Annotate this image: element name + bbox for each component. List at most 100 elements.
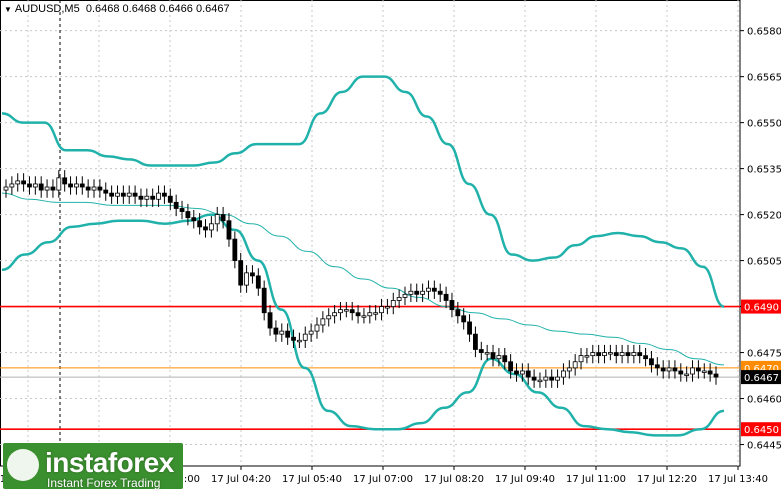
candle-body	[27, 183, 32, 188]
candle-body	[302, 333, 308, 341]
y-tick-label: 0.6445	[747, 441, 781, 452]
candle-body	[144, 195, 150, 200]
candle-body	[590, 352, 596, 357]
candle-body	[332, 312, 337, 317]
x-tick-label: 17 Jul 13:40	[708, 474, 768, 485]
candle-body	[203, 226, 208, 231]
candle-body	[150, 195, 156, 200]
candle-body	[631, 352, 637, 357]
y-tick-label: 0.6550	[747, 119, 781, 130]
candle-body	[138, 195, 144, 200]
candle-body	[97, 186, 103, 191]
candle-body	[126, 192, 132, 197]
candle-body	[255, 275, 261, 289]
candle-body	[519, 370, 525, 375]
candle-body	[431, 287, 437, 292]
candle-body	[385, 306, 390, 309]
candle-body	[296, 339, 302, 343]
candle-body	[32, 183, 38, 188]
candle-body	[191, 217, 197, 222]
candle-body	[115, 192, 120, 197]
candle-body	[56, 177, 62, 191]
candle-body	[396, 296, 402, 301]
candle-body	[613, 352, 619, 357]
price-axis: 0.6580 0.6565 0.6550 0.6535 0.6520 0.6505 0.64…	[740, 27, 781, 452]
candle-body	[578, 355, 584, 363]
candle-body	[173, 201, 179, 209]
candle-body	[525, 370, 531, 378]
candle-body	[103, 189, 109, 194]
candle-body	[250, 272, 255, 277]
candle-body	[678, 370, 684, 375]
candlesticks	[3, 170, 719, 388]
instaforex-logo: instaforex Instant Forex Trading	[3, 443, 183, 490]
x-tick-label: 17 Jul 12:20	[637, 474, 697, 485]
candle-body	[478, 349, 484, 353]
candle-body	[596, 352, 602, 357]
level-price-tag	[741, 299, 781, 314]
candle-body	[572, 361, 578, 369]
x-tick-label: 17 Jul 04:20	[211, 474, 271, 485]
candle-body	[684, 373, 690, 376]
candle-body	[308, 330, 314, 335]
candle-body	[355, 312, 361, 317]
candle-body	[338, 309, 343, 314]
candle-body	[707, 370, 713, 375]
candle-body	[232, 238, 238, 261]
candle-body	[267, 312, 273, 329]
collapse-triangle-icon[interactable]: ▼	[4, 5, 12, 14]
candle-body	[179, 208, 185, 212]
candle-body	[21, 180, 27, 185]
level-price-label: 0.6490	[744, 303, 779, 314]
candle-body	[197, 220, 203, 228]
x-tick-label: 17 Jul 11:00	[566, 474, 626, 485]
candle-body	[62, 177, 68, 185]
candle-body	[467, 321, 472, 335]
candle-body	[379, 306, 384, 314]
horizontal-levels	[0, 305, 740, 431]
candle-body	[185, 211, 191, 219]
candle-body	[455, 309, 461, 317]
candle-body	[367, 312, 373, 317]
candle-body	[261, 287, 267, 314]
y-tick-label: 0.6475	[747, 349, 781, 360]
candle-body	[50, 186, 56, 191]
candle-body	[566, 367, 572, 372]
candle-body	[508, 361, 514, 372]
candle-body	[502, 355, 508, 363]
candle-body	[44, 186, 50, 191]
candle-body	[414, 290, 420, 295]
current-price-label: 0.6467	[744, 373, 779, 384]
bollinger-upper	[1, 75, 725, 308]
y-tick-label: 0.6580	[747, 27, 781, 38]
candle-body	[320, 318, 326, 326]
candle-body	[291, 336, 296, 341]
candle-body	[79, 183, 85, 188]
candle-body	[273, 327, 279, 335]
y-tick-label: 0.6460	[747, 395, 781, 406]
logo-mark-icon	[7, 449, 39, 481]
bollinger-lower	[1, 213, 725, 437]
chart-frame	[0, 0, 741, 467]
candle-body	[402, 293, 408, 298]
candle-body	[238, 260, 244, 286]
candle-body	[537, 379, 543, 383]
candle-body	[156, 192, 161, 200]
candle-body	[443, 293, 449, 301]
candle-body	[543, 376, 549, 381]
candle-body	[496, 355, 502, 360]
candle-body	[408, 290, 414, 295]
candle-body	[561, 370, 566, 378]
y-tick-label: 0.6520	[747, 211, 781, 222]
ohlc-readout: 0.6468 0.6468 0.6466 0.6467	[85, 3, 230, 15]
x-tick-label: 17 Jul 09:40	[495, 474, 555, 485]
bollinger-middle	[1, 192, 725, 366]
candle-body	[226, 220, 232, 240]
candle-body	[120, 192, 126, 197]
candle-body	[9, 183, 15, 188]
candle-body	[167, 195, 173, 203]
level-price-label: 0.6470	[744, 364, 779, 375]
y-tick-label: 0.6535	[747, 165, 781, 176]
